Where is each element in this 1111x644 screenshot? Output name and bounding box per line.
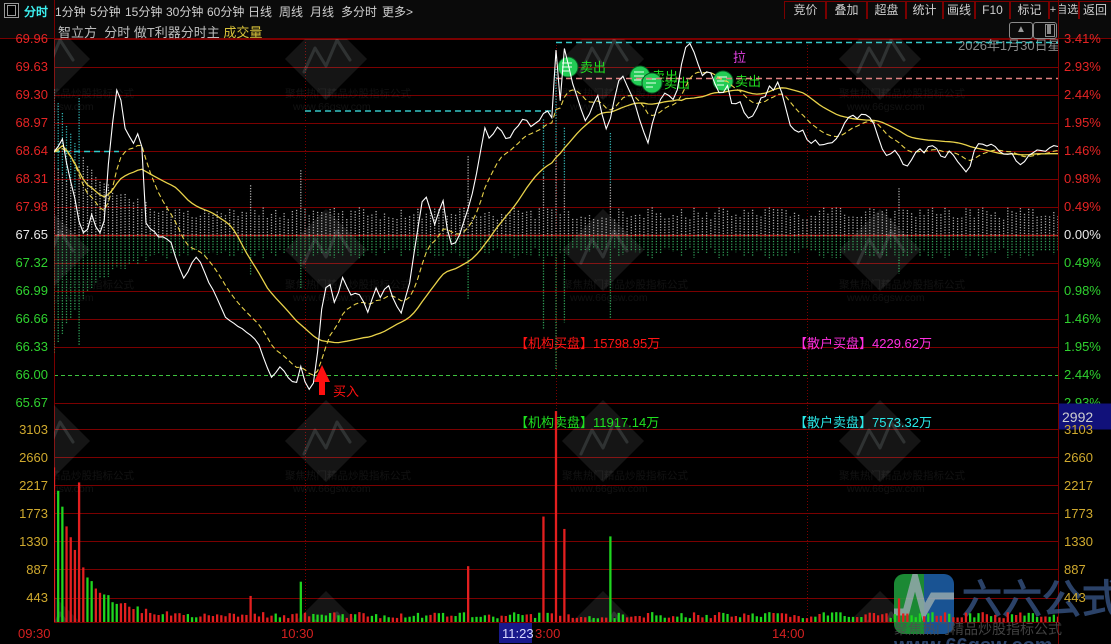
svg-text:0.49%: 0.49% — [1064, 199, 1101, 214]
svg-text:0.00%: 0.00% — [1064, 227, 1101, 242]
svg-text:1.46%: 1.46% — [1064, 143, 1101, 158]
svg-text:66.66: 66.66 — [15, 311, 48, 326]
svg-text:3103: 3103 — [19, 422, 48, 437]
svg-text:【散户卖盘】7573.32万: 【散户卖盘】7573.32万 — [794, 415, 932, 430]
svg-text:2660: 2660 — [19, 450, 48, 465]
svg-text:1.95%: 1.95% — [1064, 115, 1101, 130]
svg-text:887: 887 — [1064, 562, 1086, 577]
svg-text:14:00: 14:00 — [772, 626, 805, 641]
svg-text:11:23: 11:23 — [502, 626, 534, 641]
svg-text:六六公式网: 六六公式网 — [962, 578, 1111, 622]
svg-text:68.31: 68.31 — [15, 171, 48, 186]
svg-text:66.99: 66.99 — [15, 283, 48, 298]
svg-text:0.98%: 0.98% — [1064, 283, 1101, 298]
svg-text:10:30: 10:30 — [281, 626, 314, 641]
svg-text:3103: 3103 — [1064, 422, 1093, 437]
svg-text:卖出: 卖出 — [580, 60, 606, 75]
svg-text:69.30: 69.30 — [15, 87, 48, 102]
svg-text:66.00: 66.00 — [15, 367, 48, 382]
svg-text:3.41%: 3.41% — [1064, 31, 1101, 46]
svg-text:1330: 1330 — [1064, 534, 1093, 549]
svg-text:拉: 拉 — [733, 50, 746, 65]
svg-text:2.44%: 2.44% — [1064, 87, 1101, 102]
svg-text:09:30: 09:30 — [18, 626, 51, 641]
svg-text:2217: 2217 — [1064, 478, 1093, 493]
svg-text:卖出: 卖出 — [735, 74, 761, 89]
svg-text:1.95%: 1.95% — [1064, 339, 1101, 354]
svg-text:【机构买盘】15798.95万: 【机构买盘】15798.95万 — [515, 336, 660, 351]
svg-text:2660: 2660 — [1064, 450, 1093, 465]
svg-text:【散户买盘】4229.62万: 【散户买盘】4229.62万 — [794, 336, 932, 351]
svg-text:【机构卖盘】11917.14万: 【机构卖盘】11917.14万 — [515, 415, 659, 430]
svg-text:1.46%: 1.46% — [1064, 311, 1101, 326]
svg-text:443: 443 — [26, 590, 48, 605]
svg-text:887: 887 — [26, 562, 48, 577]
svg-text:1773: 1773 — [19, 506, 48, 521]
svg-text:www.66gsw.com: www.66gsw.com — [893, 635, 1053, 644]
svg-text:1773: 1773 — [1064, 506, 1093, 521]
svg-text:66.33: 66.33 — [15, 339, 48, 354]
svg-text:69.96: 69.96 — [15, 31, 48, 46]
svg-text:65.67: 65.67 — [15, 395, 48, 410]
svg-text:67.32: 67.32 — [15, 255, 48, 270]
svg-text:3:00: 3:00 — [535, 626, 560, 641]
svg-text:2217: 2217 — [19, 478, 48, 493]
svg-text:68.64: 68.64 — [15, 143, 48, 158]
svg-text:68.97: 68.97 — [15, 115, 48, 130]
svg-text:0.49%: 0.49% — [1064, 255, 1101, 270]
svg-text:69.63: 69.63 — [15, 59, 48, 74]
svg-text:2.93%: 2.93% — [1064, 59, 1101, 74]
svg-text:67.98: 67.98 — [15, 199, 48, 214]
svg-text:0.98%: 0.98% — [1064, 171, 1101, 186]
svg-text:买入: 买入 — [333, 384, 359, 399]
svg-text:2.44%: 2.44% — [1064, 367, 1101, 382]
svg-text:67.65: 67.65 — [15, 227, 48, 242]
svg-text:443: 443 — [1064, 590, 1086, 605]
svg-text:1330: 1330 — [19, 534, 48, 549]
